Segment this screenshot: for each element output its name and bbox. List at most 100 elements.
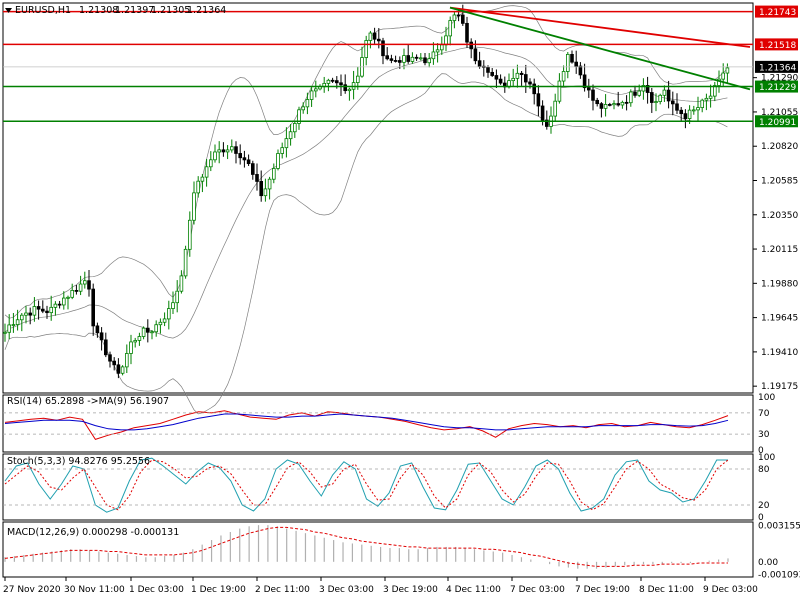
- candle-body: [154, 324, 159, 333]
- candle-body: [339, 82, 343, 86]
- candle-body: [473, 48, 478, 62]
- candle-body: [200, 176, 205, 182]
- level-tag: [755, 80, 798, 93]
- candle-body: [402, 55, 406, 63]
- candle-body: [183, 248, 188, 277]
- candle-body: [334, 80, 339, 84]
- x-tick-label: 30 Nov 11:00: [64, 585, 125, 595]
- rsi-tick-label: 30: [758, 430, 770, 440]
- candle-body: [717, 78, 721, 86]
- candle-body: [297, 109, 301, 124]
- candle-body: [95, 325, 100, 334]
- candle-body: [385, 55, 389, 60]
- candle-body: [469, 41, 473, 50]
- candle-body: [368, 32, 373, 41]
- candle-body: [175, 290, 180, 304]
- candle-body: [276, 153, 280, 169]
- candle-body: [347, 88, 352, 92]
- candle-body: [713, 85, 717, 97]
- candle-body: [561, 71, 566, 82]
- candle-body: [145, 327, 150, 333]
- price-plot: [3, 4, 753, 415]
- x-tick-label: 1 Dec 19:00: [191, 585, 246, 595]
- candle-body: [666, 89, 671, 102]
- candle-body: [187, 219, 192, 250]
- x-tick-label: 9 Dec 03:00: [703, 585, 758, 595]
- series-line: [4, 457, 728, 513]
- candle-body: [620, 101, 625, 106]
- axes: 1.21290 1.21055 1.20820 1.20585 1.20350 1.201…: [3, 5, 800, 595]
- candle-body: [574, 61, 578, 67]
- candle-body: [683, 113, 688, 119]
- series-line: [4, 413, 729, 431]
- candle-body: [418, 57, 423, 60]
- candle-body: [116, 364, 121, 374]
- ohlc-low: 1.21305: [151, 5, 190, 16]
- macd-tick-label: 0.00: [758, 558, 778, 568]
- candle-body: [49, 306, 53, 314]
- series-line: [4, 459, 729, 511]
- candle-body: [557, 80, 562, 102]
- bb-lower: [4, 73, 728, 415]
- candle-body: [435, 49, 440, 53]
- candle-body: [448, 20, 452, 37]
- candle-body: [208, 159, 213, 168]
- macd-tick-label: 0.003155: [758, 522, 800, 532]
- candle-body: [330, 79, 335, 82]
- candle-body: [687, 109, 692, 119]
- stoch-tick-label: 100: [758, 453, 775, 463]
- candle-body: [166, 308, 171, 320]
- y-tick-label: 1.21055: [761, 108, 798, 118]
- candle-body: [259, 181, 263, 197]
- candle-body: [74, 290, 79, 292]
- candle-body: [7, 324, 11, 333]
- x-tick-label: 7 Dec 19:00: [575, 585, 630, 595]
- x-tick-label: 27 Nov 2020: [3, 585, 61, 595]
- candle-body: [91, 288, 96, 327]
- candle-body: [406, 55, 410, 62]
- candle-body: [675, 103, 679, 111]
- candle-body: [288, 131, 293, 140]
- candle-body: [599, 103, 604, 109]
- candle-body: [591, 89, 595, 101]
- level-tag-label: 1.21743: [759, 8, 796, 18]
- candle-body: [372, 32, 377, 40]
- candle-body: [608, 104, 612, 106]
- candle-body: [343, 84, 347, 92]
- candle-body: [225, 149, 230, 153]
- candle-body: [700, 99, 704, 108]
- candle-body: [45, 310, 49, 314]
- candle-body: [141, 327, 146, 337]
- candle-body: [637, 90, 641, 96]
- candle-body: [192, 192, 196, 221]
- stoch-tick-label: 80: [758, 465, 770, 475]
- y-tick-label: 1.20115: [761, 245, 798, 255]
- candle-body: [150, 331, 154, 334]
- candle-body: [696, 107, 700, 111]
- candle-body: [112, 360, 117, 366]
- candle-body: [271, 168, 276, 180]
- candle-body: [326, 79, 331, 84]
- candle-body: [465, 22, 469, 43]
- candle-body: [301, 106, 305, 111]
- y-tick-label: 1.19410: [761, 348, 798, 358]
- candle-body: [427, 58, 431, 64]
- x-tick-label: 2 Dec 11:00: [255, 585, 310, 595]
- current-price-tag-label: 1.21364: [759, 63, 796, 73]
- macd-plot: [4, 525, 729, 569]
- candle-body: [255, 174, 259, 182]
- candle-body: [70, 290, 75, 298]
- y-tick-label: 1.21290: [761, 74, 798, 84]
- candle-body: [129, 341, 133, 354]
- candle-body: [246, 159, 251, 165]
- rsi-plot: [3, 410, 753, 440]
- triangle-down-icon[interactable]: [5, 8, 12, 13]
- candle-body: [179, 275, 184, 292]
- price-pane: [2, 2, 754, 394]
- candle-body: [83, 280, 87, 285]
- candle-body: [477, 60, 482, 67]
- candle-body: [444, 35, 448, 46]
- rsi-title: RSI(14) 65.2898 ->MA(9) 56.1907: [7, 396, 169, 407]
- ohlc-high: 1.21397: [115, 5, 154, 16]
